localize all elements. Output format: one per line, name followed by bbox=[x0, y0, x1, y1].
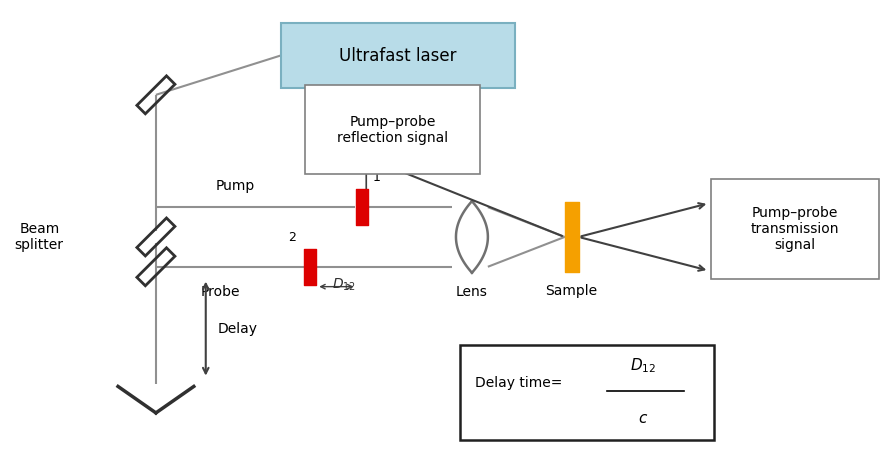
FancyBboxPatch shape bbox=[281, 23, 515, 88]
Text: $D_{12}$: $D_{12}$ bbox=[333, 277, 357, 293]
Text: Ultrafast laser: Ultrafast laser bbox=[339, 46, 457, 65]
Text: Sample: Sample bbox=[545, 284, 598, 298]
Text: 1: 1 bbox=[372, 171, 380, 184]
Text: 2: 2 bbox=[289, 231, 297, 244]
Text: Delay time=: Delay time= bbox=[475, 376, 562, 390]
Text: Pump–probe
transmission
signal: Pump–probe transmission signal bbox=[751, 206, 839, 252]
Text: Pump–probe
reflection signal: Pump–probe reflection signal bbox=[337, 114, 448, 145]
Text: Delay: Delay bbox=[218, 322, 257, 336]
FancyBboxPatch shape bbox=[306, 85, 480, 174]
Text: $D_{12}$: $D_{12}$ bbox=[630, 357, 656, 375]
Text: Probe: Probe bbox=[201, 285, 240, 299]
Text: Lens: Lens bbox=[456, 285, 488, 299]
Text: Pump: Pump bbox=[216, 179, 256, 193]
FancyBboxPatch shape bbox=[460, 345, 714, 440]
Text: $c$: $c$ bbox=[638, 411, 648, 426]
Text: Beam
splitter: Beam splitter bbox=[15, 222, 63, 252]
FancyBboxPatch shape bbox=[711, 179, 879, 279]
